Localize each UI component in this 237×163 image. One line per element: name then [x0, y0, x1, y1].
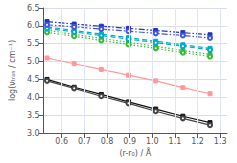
svg-text:1.0: 1.0 — [146, 137, 159, 146]
svg-text:1.2: 1.2 — [191, 137, 204, 146]
svg-text:6.0: 6.0 — [27, 21, 40, 30]
svg-text:3.0: 3.0 — [27, 129, 40, 138]
svg-text:0.6: 0.6 — [55, 137, 68, 146]
svg-text:log(νₜᵣₐₙ / cm⁻¹): log(νₜᵣₐₙ / cm⁻¹) — [8, 40, 17, 101]
svg-text:1.3: 1.3 — [214, 137, 227, 146]
svg-text:4.5: 4.5 — [27, 75, 40, 84]
svg-text:3.5: 3.5 — [27, 111, 40, 120]
svg-text:5.5: 5.5 — [27, 39, 40, 48]
svg-text:(r-r₀) / Å: (r-r₀) / Å — [119, 147, 151, 158]
svg-text:0.9: 0.9 — [123, 137, 136, 146]
svg-text:4.0: 4.0 — [27, 93, 40, 102]
svg-text:1.1: 1.1 — [169, 137, 182, 146]
svg-text:5.0: 5.0 — [27, 57, 40, 66]
svg-text:0.8: 0.8 — [101, 137, 114, 146]
svg-text:0.7: 0.7 — [78, 137, 91, 146]
svg-text:6.5: 6.5 — [27, 4, 40, 13]
